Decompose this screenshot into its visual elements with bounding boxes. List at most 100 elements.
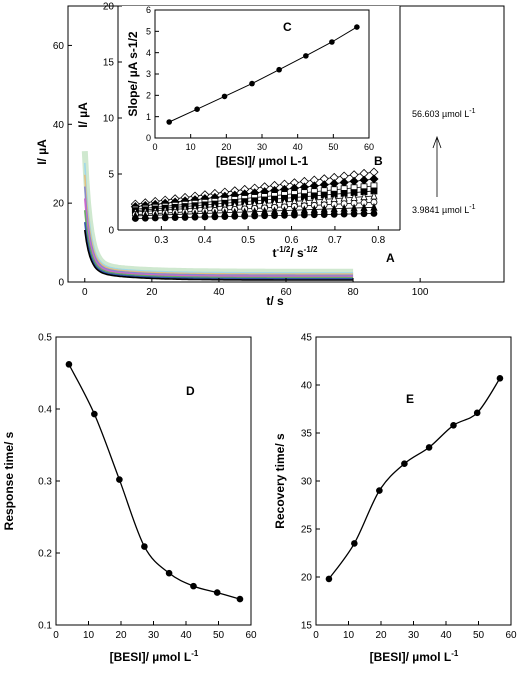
chart-a-annotation-bottom: 3.9841 µmol L-1 <box>412 204 476 215</box>
chart-a-xtick-label: 60 <box>280 287 292 298</box>
chart-c-marks <box>166 24 360 125</box>
chart-b-xtick-label: 0.7 <box>328 235 342 246</box>
chart-c-point <box>354 24 360 30</box>
chart-c-ytick-label: 3 <box>146 69 151 79</box>
chart-d-ytick-label: 0.3 <box>38 477 52 488</box>
chart-e-xtick-label: 20 <box>375 630 387 641</box>
chart-b-point <box>300 211 308 219</box>
chart-a-curves <box>81 150 354 281</box>
chart-b-ylabel: I/ µA <box>76 102 90 128</box>
chart-b-point <box>251 212 259 220</box>
chart-e-ylabel: Recovery time/ s <box>273 433 287 529</box>
chart-d-point <box>165 569 173 577</box>
chart-d-ytick-label: 0.4 <box>38 405 52 416</box>
chart-d-ytick-label: 0.5 <box>38 333 52 344</box>
chart-a-annotation-top: 56.603 µmol L-1 <box>412 108 476 119</box>
chart-b-point <box>370 210 378 217</box>
chart-d-point <box>236 595 244 603</box>
chart-d-xtick-label: 60 <box>245 630 257 641</box>
chart-b-point <box>131 215 139 222</box>
chart-c-xtick-label: 10 <box>186 142 196 152</box>
chart-d-xlabel: [BESI]/ µmol L-1 <box>110 649 199 664</box>
chart-c-point <box>194 106 200 112</box>
chart-b-point <box>221 213 229 220</box>
chart-d-point <box>91 410 98 418</box>
chart-b-point <box>271 212 278 219</box>
chart-e-ytick-label: 20 <box>301 573 313 584</box>
chart-e-point <box>496 374 504 382</box>
chart-a-series-line <box>84 210 354 279</box>
chart-a-xtick-label: 100 <box>412 287 429 298</box>
chart-d-ytick-label: 0.2 <box>38 549 52 560</box>
chart-e-ytick-label: 30 <box>301 477 313 488</box>
chart-e-point <box>325 575 333 583</box>
chart-b-panel-label: B <box>374 154 383 168</box>
chart-a-ytick-label: 40 <box>53 120 65 131</box>
chart-c: 0 10 20 30 40 50 60 0 1 2 3 4 5 6 Slope/ µA s-1/2 [BE… <box>126 5 374 168</box>
chart-d-ytick-label: 0.1 <box>38 621 52 632</box>
chart-b-point <box>201 213 209 221</box>
chart-c-frame <box>154 9 370 139</box>
chart-b-point <box>151 214 159 222</box>
chart-b-point <box>161 214 169 222</box>
chart-e-point <box>351 540 358 547</box>
chart-c-point <box>276 66 282 73</box>
chart-e-ytick-label: 45 <box>301 333 313 344</box>
chart-e-point <box>450 422 457 429</box>
chart-b-xlabel: t-1/2/ s-1/2 <box>273 245 318 260</box>
chart-d-ticks: 0 10 20 30 40 50 60 0.1 0.2 0.3 0.4 0.5 <box>38 333 257 642</box>
chart-e-point <box>376 487 383 494</box>
chart-d-series-line <box>68 364 241 600</box>
chart-c-panel-label: C <box>283 20 292 34</box>
chart-c-point <box>329 39 335 45</box>
chart-b-ytick-label: 10 <box>103 114 115 125</box>
chart-b-point <box>350 210 358 218</box>
chart-d-xtick-label: 40 <box>180 630 192 641</box>
chart-b-ytick-label: 20 <box>103 2 115 13</box>
chart-d-ylabel: Response time/ s <box>2 431 16 530</box>
chart-e-xtick-label: 60 <box>505 630 517 641</box>
chart-d-panel-label: D <box>186 384 195 398</box>
chart-c-xlabel: [BESI]/ µmol L-1 <box>216 154 309 168</box>
chart-a-ylabel: I/ µA <box>35 139 49 165</box>
chart-d-xtick-label: 10 <box>83 630 95 641</box>
chart-b-ytick-label: 5 <box>108 170 114 181</box>
chart-e: 0 10 20 30 40 50 60 15 20 25 30 35 40 45 Recovery tim… <box>273 333 517 665</box>
chart-b-point <box>281 211 288 219</box>
chart-e-xtick-label: 10 <box>343 630 355 641</box>
chart-b-ytick-label: 0 <box>108 226 114 237</box>
chart-c-ylabel: Slope/ µA s-1/2 <box>126 31 140 116</box>
chart-b-point <box>171 214 179 222</box>
chart-d-point <box>213 589 221 596</box>
chart-b-point <box>141 214 149 222</box>
chart-d-point <box>141 543 148 550</box>
chart-d-marks <box>65 361 244 603</box>
chart-e-xtick-label: 30 <box>408 630 420 641</box>
chart-d: 0 10 20 30 40 50 60 0.1 0.2 0.3 0.4 0.5 Response ti… <box>2 333 257 665</box>
chart-c-point <box>166 119 172 125</box>
chart-a-series-line <box>84 174 354 275</box>
chart-a-series-line <box>84 162 354 274</box>
chart-b-xtick-label: 0.5 <box>241 235 255 246</box>
chart-a-xtick-label: 0 <box>82 287 88 298</box>
chart-a-ytick-label: 20 <box>53 199 65 210</box>
chart-d-point <box>190 582 197 590</box>
chart-e-ytick-label: 35 <box>301 429 313 440</box>
chart-e-point <box>401 460 408 468</box>
chart-e-ytick-label: 40 <box>301 381 313 392</box>
chart-e-ytick-label: 25 <box>301 525 313 536</box>
chart-b-point <box>291 211 298 219</box>
chart-b-point <box>211 213 219 221</box>
chart-e-xtick-label: 50 <box>473 630 485 641</box>
chart-e-marks <box>325 374 504 583</box>
chart-e-ytick-label: 15 <box>301 621 313 632</box>
chart-b-point <box>231 212 239 220</box>
chart-c-ytick-label: 5 <box>146 26 151 36</box>
chart-c-xtick-label: 50 <box>328 142 338 152</box>
chart-a-series-line <box>84 198 354 278</box>
chart-b-point <box>330 210 338 218</box>
chart-c-xtick-label: 0 <box>152 142 157 152</box>
chart-a-xtick-label: 40 <box>213 287 225 298</box>
chart-b-xtick-label: 0.6 <box>285 235 299 246</box>
